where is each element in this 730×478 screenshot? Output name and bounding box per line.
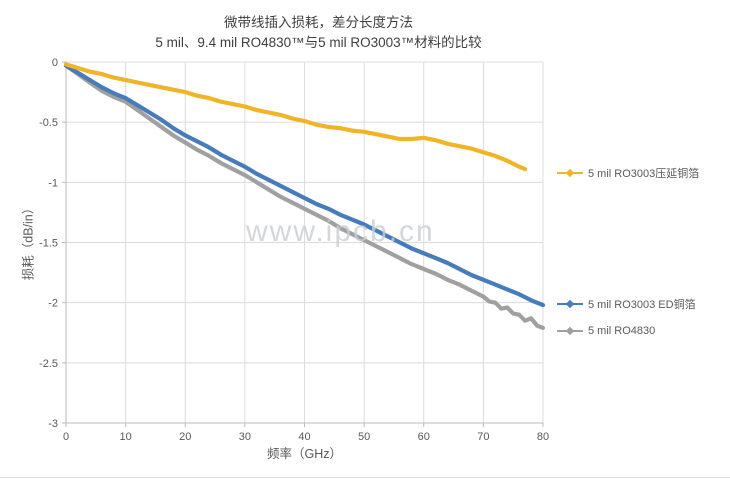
x-tick-label: 70 (477, 431, 489, 443)
series-path-1 (63, 63, 546, 308)
y-tick-label: -2 (48, 298, 58, 310)
y-tick-label: -2.5 (39, 358, 58, 370)
chart-title: 微带线插入损耗，差分长度方法 5 mil、9.4 mil RO4830™与5 m… (66, 13, 571, 54)
y-tick-label: -1.5 (39, 238, 58, 250)
chart-title-line2: 5 mil、9.4 mil RO4830™与5 mil RO3003™材料的比较 (155, 35, 482, 51)
legend-item-ed-copper: 5 mil RO3003 ED铜箔 (557, 296, 696, 312)
legend-marker-ro4830-icon (557, 326, 583, 336)
x-tick-label: 0 (63, 431, 69, 443)
series-path-0 (63, 63, 546, 330)
chart-title-line1: 微带线插入损耗，差分长度方法 (224, 15, 413, 30)
legend-label-ed-copper: 5 mil RO3003 ED铜箔 (588, 299, 696, 311)
series-path-2 (63, 62, 528, 172)
legend-item-rolled-copper: 5 mil RO3003压延铜箔 (557, 165, 699, 181)
x-tick-label: 20 (179, 431, 191, 443)
x-tick-label: 30 (239, 431, 251, 443)
x-tick-label: 10 (120, 431, 132, 443)
x-tick-label: 80 (537, 431, 549, 443)
y-axis-title: 损耗（dB/in） (21, 201, 36, 281)
legend-marker-rolled-copper-icon (557, 168, 583, 178)
legend-marker-ed-copper-icon (557, 299, 583, 309)
legend-item-ro4830: 5 mil RO4830 (557, 325, 655, 337)
y-tick-label: 0 (52, 57, 58, 69)
x-tick-label: 60 (418, 431, 430, 443)
x-tick-label: 40 (298, 431, 310, 443)
legend-label-rolled-copper: 5 mil RO3003压延铜箔 (588, 168, 700, 180)
x-axis-title: 频率（GHz） (266, 447, 342, 461)
y-tick-label: -3 (48, 418, 58, 430)
x-tick-label: 50 (358, 431, 370, 443)
y-tick-label: -1 (48, 177, 58, 189)
legend-label-ro4830: 5 mil RO4830 (588, 325, 656, 337)
y-tick-label: -0.5 (39, 117, 58, 129)
